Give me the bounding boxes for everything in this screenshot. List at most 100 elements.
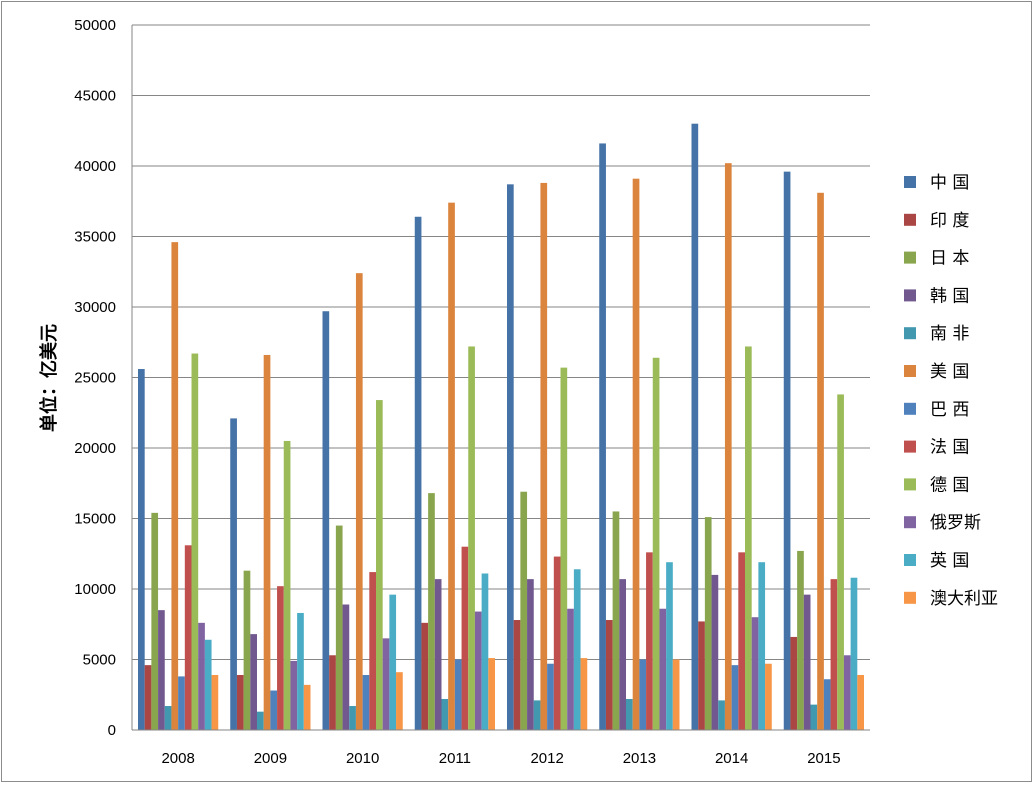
bar xyxy=(250,634,257,730)
legend-label: 中 国 xyxy=(930,173,969,193)
legend-swatch xyxy=(904,213,916,226)
bar xyxy=(738,552,745,730)
bar xyxy=(184,545,192,730)
bar xyxy=(362,675,370,730)
y-tick-labels: 0 5000 10000 15000 20000 25000 30000 35000 40000… xyxy=(74,17,116,739)
legend-swatch xyxy=(904,440,916,453)
legend-label: 美 国 xyxy=(930,362,969,382)
bar xyxy=(810,704,818,730)
legend-swatch xyxy=(904,251,916,264)
bar xyxy=(731,665,739,730)
bar xyxy=(659,608,667,730)
bar xyxy=(599,143,606,730)
bar xyxy=(171,242,179,730)
bar xyxy=(612,511,620,730)
legend-swatch xyxy=(904,402,916,415)
legend-label: 印 度 xyxy=(930,211,969,231)
bar xyxy=(837,394,844,730)
bar xyxy=(790,636,798,730)
legend-label: 英 国 xyxy=(930,551,969,571)
x-tick-label: 2013 xyxy=(623,750,656,767)
legend-label: 南 非 xyxy=(930,324,969,344)
legend-label: 法 国 xyxy=(930,438,969,458)
bar xyxy=(178,676,185,730)
bar xyxy=(830,579,838,730)
bar xyxy=(857,675,864,730)
bar xyxy=(277,586,284,730)
bar xyxy=(639,659,647,730)
bar xyxy=(211,675,219,730)
y-tick-label: 35000 xyxy=(74,229,116,246)
bar xyxy=(454,659,462,730)
bar xyxy=(236,675,244,730)
bar xyxy=(580,658,588,730)
bar xyxy=(303,684,311,730)
bar xyxy=(672,659,680,730)
bar xyxy=(164,706,172,730)
bar xyxy=(322,311,330,730)
bar xyxy=(718,700,725,730)
bar xyxy=(389,594,397,730)
bar xyxy=(724,163,732,730)
x-tick-label: 2009 xyxy=(254,750,287,767)
legend-label: 澳大利亚 xyxy=(930,589,998,609)
bar xyxy=(428,493,435,730)
bar xyxy=(553,556,561,730)
bar xyxy=(481,573,489,730)
axes xyxy=(131,25,870,731)
legend-label: 俄罗斯 xyxy=(930,513,981,533)
bar xyxy=(342,604,350,730)
legend-swatch xyxy=(904,516,916,529)
bar xyxy=(704,517,712,730)
bar xyxy=(797,550,804,730)
legend-swatch xyxy=(904,591,916,604)
legend-label: 德 国 xyxy=(930,475,969,495)
legend-label: 韩 国 xyxy=(930,286,969,306)
bar xyxy=(376,400,383,730)
x-tick-label: 2008 xyxy=(161,750,194,767)
bar xyxy=(547,663,554,730)
bar xyxy=(283,440,291,730)
legend-swatch xyxy=(904,289,916,302)
bar xyxy=(533,700,541,730)
bar xyxy=(527,579,534,730)
bar xyxy=(843,655,851,730)
x-tick-label: 2012 xyxy=(530,750,563,767)
bar xyxy=(803,594,811,730)
x-tick-label: 2010 xyxy=(346,750,379,767)
y-tick-label: 25000 xyxy=(74,370,116,387)
bar xyxy=(461,546,469,730)
bar xyxy=(560,367,568,730)
bar xyxy=(257,711,264,730)
y-tick-label: 10000 xyxy=(74,581,116,598)
bar xyxy=(567,608,574,730)
bars xyxy=(138,123,864,731)
bar xyxy=(626,698,633,730)
bar xyxy=(369,572,376,730)
y-axis-label: 单位：亿美元 xyxy=(38,324,60,432)
bar xyxy=(382,638,390,730)
bar xyxy=(540,182,548,731)
bar xyxy=(151,512,159,730)
bar xyxy=(745,346,752,730)
bar xyxy=(488,658,495,730)
bar xyxy=(758,562,766,730)
y-tick-label: 15000 xyxy=(74,511,116,528)
bar xyxy=(474,611,482,730)
bar xyxy=(144,665,152,730)
bar xyxy=(605,620,613,730)
bar xyxy=(349,706,356,730)
y-tick-label: 45000 xyxy=(74,88,116,105)
bar xyxy=(573,569,581,730)
bar xyxy=(263,354,271,730)
bar xyxy=(396,672,403,730)
legend-label: 日 本 xyxy=(930,249,969,269)
bar xyxy=(520,491,528,730)
bar xyxy=(421,622,429,730)
bar xyxy=(783,171,791,730)
y-tick-label: 50000 xyxy=(74,17,116,34)
bar xyxy=(698,621,705,730)
bar xyxy=(441,698,449,730)
bar xyxy=(138,369,145,730)
